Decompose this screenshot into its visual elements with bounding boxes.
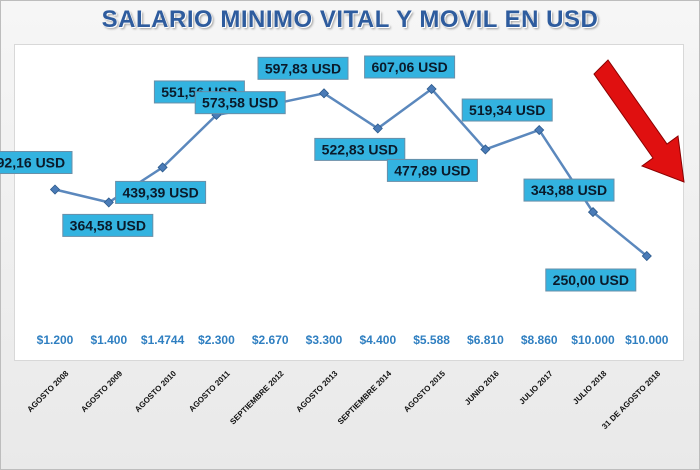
data-label-box bbox=[461, 98, 553, 122]
data-label-text: 519,34 USD bbox=[469, 102, 545, 118]
data-label: 519,34 USD bbox=[461, 98, 553, 122]
data-point bbox=[641, 250, 652, 262]
chart-title: SALARIO MINIMO VITAL Y MOVIL EN USD bbox=[101, 6, 599, 33]
data-label-text: 522,83 USD bbox=[322, 141, 398, 157]
data-label-text: 607,06 USD bbox=[371, 59, 447, 75]
data-label: 597,83 USD bbox=[257, 56, 349, 80]
peso-value: $10.000 bbox=[625, 333, 669, 347]
data-label-box bbox=[115, 180, 207, 204]
arrow-shape bbox=[593, 59, 685, 183]
peso-value: $5.588 bbox=[413, 333, 450, 347]
peso-value: $1.400 bbox=[90, 333, 127, 347]
data-label: 522,83 USD bbox=[314, 137, 406, 161]
data-point bbox=[157, 162, 168, 173]
x-tick-label: JULIO 2018 bbox=[571, 369, 609, 407]
peso-value: $3.300 bbox=[306, 333, 343, 347]
data-label-text: 439,39 USD bbox=[122, 184, 198, 200]
data-label-box bbox=[545, 268, 637, 292]
data-label-box bbox=[386, 158, 478, 182]
x-tick-label: JUNIO 2016 bbox=[463, 369, 501, 407]
data-point bbox=[103, 197, 114, 208]
data-point bbox=[534, 124, 545, 136]
data-label-box bbox=[257, 56, 349, 80]
data-label-text: 392,16 USD bbox=[0, 155, 65, 171]
data-label-text: 250,00 USD bbox=[553, 272, 629, 288]
peso-value: $8.860 bbox=[521, 333, 558, 347]
data-point bbox=[372, 123, 383, 134]
data-label-box bbox=[0, 151, 73, 175]
peso-value: $10.000 bbox=[571, 333, 615, 347]
x-tick-label: 31 DE AGOSTO 2018 bbox=[600, 369, 662, 431]
data-label-text: 573,58 USD bbox=[202, 95, 278, 111]
data-point bbox=[480, 144, 491, 155]
data-label: 364,58 USD bbox=[62, 213, 154, 237]
peso-value: $4.400 bbox=[359, 333, 396, 347]
x-tick-label: AGOSTO 2008 bbox=[25, 369, 70, 414]
peso-value: $1.4744 bbox=[141, 333, 185, 347]
red-arrow-icon bbox=[593, 59, 685, 183]
data-label: 607,06 USD bbox=[364, 55, 456, 79]
data-label-box bbox=[194, 91, 286, 115]
data-point bbox=[49, 184, 61, 195]
x-tick-label: JULIO 2017 bbox=[517, 369, 555, 407]
data-point bbox=[426, 83, 437, 95]
peso-value: $6.810 bbox=[467, 333, 504, 347]
data-point bbox=[318, 88, 330, 99]
data-label-box bbox=[62, 213, 154, 237]
data-label-text: 343,88 USD bbox=[531, 182, 607, 198]
x-tick-label: AGOSTO 2013 bbox=[294, 369, 339, 414]
data-label: 573,58 USD bbox=[194, 91, 286, 115]
data-label: 439,39 USD bbox=[115, 180, 207, 204]
data-label: 477,89 USD bbox=[386, 158, 478, 182]
data-label-text: 597,83 USD bbox=[265, 60, 341, 76]
x-tick-label: SEPTIEMBRE 2014 bbox=[336, 369, 394, 427]
data-point bbox=[587, 207, 599, 218]
data-label-box bbox=[314, 137, 406, 161]
series-line bbox=[54, 87, 648, 257]
x-tick-label: AGOSTO 2009 bbox=[79, 369, 124, 414]
data-label: 250,00 USD bbox=[545, 268, 637, 292]
peso-value: $1.200 bbox=[37, 333, 74, 347]
data-label-text: 364,58 USD bbox=[70, 217, 146, 233]
peso-value: $2.670 bbox=[252, 333, 289, 347]
peso-value: $2.300 bbox=[198, 333, 235, 347]
data-label-text: 477,89 USD bbox=[394, 162, 470, 178]
data-label: 392,16 USD bbox=[0, 151, 73, 175]
x-tick-label: AGOSTO 2015 bbox=[402, 369, 447, 414]
data-label: 343,88 USD bbox=[523, 178, 615, 202]
data-label-box bbox=[364, 55, 456, 79]
x-tick-label: SEPTIEMBRE 2012 bbox=[228, 369, 286, 427]
x-tick-label: AGOSTO 2010 bbox=[133, 369, 178, 414]
data-label-box bbox=[523, 178, 615, 202]
x-tick-label: AGOSTO 2011 bbox=[187, 369, 232, 414]
